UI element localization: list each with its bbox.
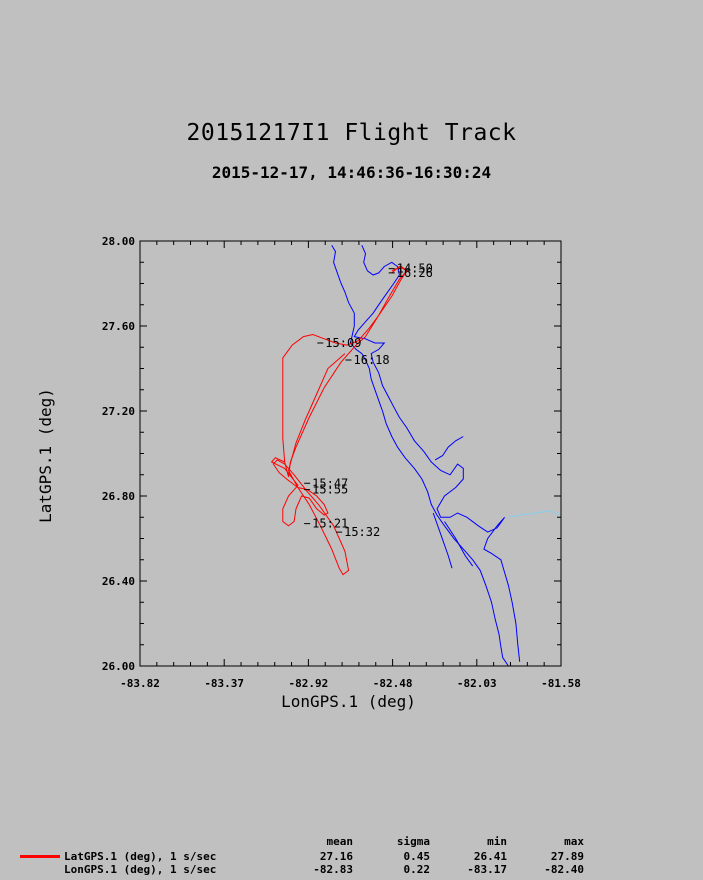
legend-row-lon: LonGPS.1 (deg), 1 s/sec -82.83 0.22 -83.… (0, 863, 703, 876)
legend-header-sigma: sigma (396, 835, 430, 848)
x-tick-label: -83.37 (204, 677, 244, 690)
legend-header-min: min (487, 835, 507, 848)
flight-track-layer (270, 265, 408, 576)
y-tick-label: 28.00 (102, 235, 135, 248)
legend-header: mean sigma min max (0, 835, 703, 848)
coastline-segment (434, 436, 464, 461)
x-tick-label: -82.03 (457, 677, 497, 690)
time-label: 14:50 (397, 262, 433, 276)
y-tick-label: 26.00 (102, 660, 135, 673)
time-label: 16:18 (354, 353, 390, 367)
coastline-segment (353, 245, 521, 662)
legend-row-name: LonGPS.1 (deg), 1 s/sec (64, 863, 217, 876)
legend-row-mean: -82.83 (313, 863, 353, 876)
legend-line-swatch (20, 855, 60, 858)
track-line-flight-track (282, 265, 408, 478)
legend-table: mean sigma min max LatGPS.1 (deg), 1 s/s… (0, 835, 703, 880)
legend-row-lat: LatGPS.1 (deg), 1 s/sec 27.16 0.45 26.41… (0, 850, 703, 863)
legend-row-max: 27.89 (550, 850, 584, 863)
county-border-line (508, 510, 562, 518)
time-label: 15:55 (312, 483, 348, 497)
y-axis-title: LatGPS.1 (deg) (36, 388, 55, 523)
y-tick-label: 26.40 (102, 575, 135, 588)
time-label: 16:26 (397, 266, 433, 280)
legend-header-max: max (564, 835, 584, 848)
y-tick-label: 27.60 (102, 320, 135, 333)
legend-row-max: -82.40 (544, 863, 584, 876)
time-label: 15:32 (344, 525, 380, 539)
track-line-southern-pattern (270, 353, 350, 576)
time-label: 15:47 (312, 476, 348, 490)
coastline-layer (331, 244, 562, 667)
coastline-segment (331, 244, 509, 667)
plot-frame (139, 240, 562, 667)
x-axis-title: LonGPS.1 (deg) (281, 692, 416, 711)
time-label: 15:21 (312, 517, 348, 531)
legend-row-sigma: 0.45 (403, 850, 431, 863)
x-tick-label: -83.82 (120, 677, 160, 690)
legend-row-min: 26.41 (473, 850, 507, 863)
legend-row-sigma: 0.22 (403, 863, 431, 876)
x-tick-label: -82.48 (373, 677, 413, 690)
coastline-segment (444, 521, 474, 567)
coastline-segment (432, 512, 453, 569)
y-tick-label: 26.80 (102, 490, 135, 503)
legend-row-name: LatGPS.1 (deg), 1 s/sec (64, 850, 217, 863)
time-label: 15:09 (325, 336, 361, 350)
legend-header-mean: mean (326, 835, 354, 848)
x-tick-label: -81.58 (541, 677, 581, 690)
axes-layer: -83.82 -83.37 -82.92 -82.48 -82.03 -81.58 26.0… (36, 235, 581, 711)
y-tick-label: 27.20 (102, 405, 135, 418)
chart-subtitle: 2015-12-17, 14:46:36-16:30:24 (211, 163, 492, 182)
x-tick-label: -82.92 (289, 677, 329, 690)
chart-title: 20151217I1 Flight Track (186, 120, 517, 146)
legend-row-mean: 27.16 (319, 850, 353, 863)
legend-row-min: -83.17 (467, 863, 507, 876)
